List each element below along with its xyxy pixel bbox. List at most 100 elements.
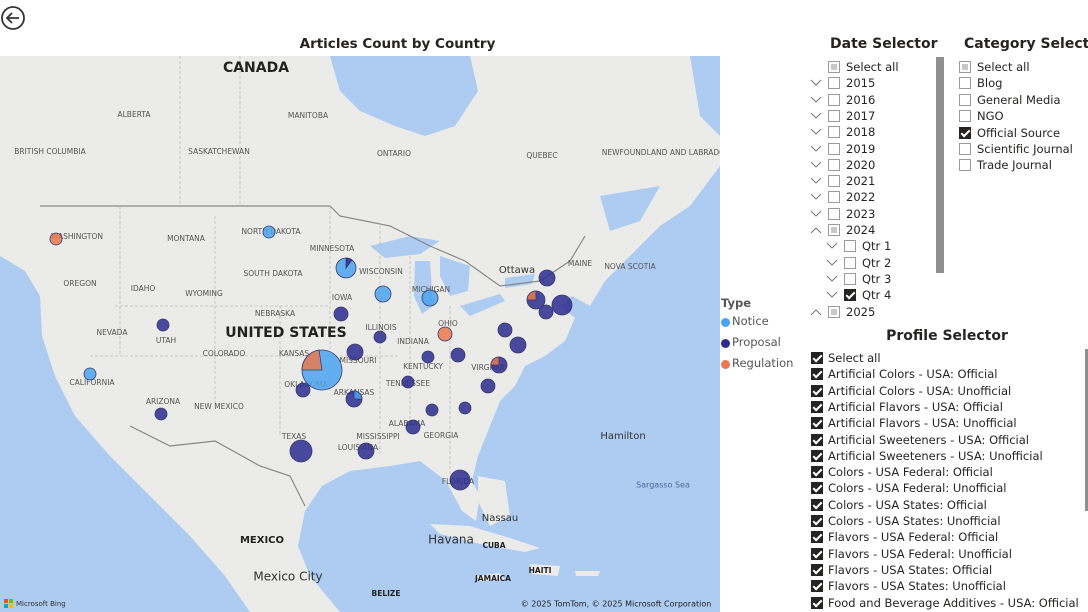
filter-item[interactable]: 2016 <box>846 92 876 107</box>
filter-item[interactable]: Flavors - USA Federal: Unofficial <box>828 546 1012 561</box>
filter-item[interactable]: Flavors - USA States: Unofficial <box>828 579 1006 594</box>
expand-chevron[interactable] <box>810 112 822 120</box>
filter-item[interactable]: Artificial Colors - USA: Official <box>828 367 998 382</box>
expand-chevron[interactable] <box>810 226 822 234</box>
map-bubble[interactable] <box>83 367 97 381</box>
filter-item[interactable]: Qtr 4 <box>862 288 892 303</box>
filter-item[interactable]: Artificial Sweeteners - USA: Unofficial <box>828 448 1043 463</box>
filter-item[interactable]: Scientific Journal <box>977 142 1073 156</box>
filter-item[interactable]: 2017 <box>846 108 876 123</box>
map-bubble[interactable] <box>458 401 472 415</box>
checkbox[interactable] <box>811 596 823 609</box>
checkbox[interactable] <box>828 207 840 220</box>
checkbox[interactable] <box>811 563 823 576</box>
filter-item[interactable]: Artificial Flavors - USA: Official <box>828 399 1003 414</box>
map-bubble[interactable] <box>401 375 415 389</box>
filter-item[interactable]: Food and Beverage Additives - USA: Offic… <box>828 595 1079 610</box>
checkbox[interactable] <box>828 142 840 155</box>
checkbox[interactable] <box>811 368 823 381</box>
map-bubble[interactable] <box>421 350 435 364</box>
map-bubble[interactable] <box>425 403 439 417</box>
checkbox[interactable] <box>959 159 971 172</box>
expand-chevron[interactable] <box>810 96 822 104</box>
filter-item[interactable]: Flavors - USA Federal: Official <box>828 530 999 545</box>
expand-chevron[interactable] <box>810 210 822 218</box>
expand-chevron[interactable] <box>810 128 822 136</box>
filter-item[interactable]: Colors - USA Federal: Official <box>828 465 993 480</box>
map-bubble[interactable] <box>449 469 471 491</box>
map-bubble[interactable] <box>289 439 313 463</box>
filter-item[interactable]: 2022 <box>846 190 876 205</box>
map-bubble[interactable] <box>373 330 387 344</box>
map-bubble[interactable] <box>551 294 573 316</box>
checkbox[interactable] <box>811 417 823 430</box>
legend-label[interactable]: Proposal <box>732 335 781 349</box>
map-bubble[interactable] <box>49 232 63 246</box>
map-bubble[interactable] <box>437 326 453 342</box>
expand-chevron[interactable] <box>810 308 822 316</box>
map-bubble[interactable] <box>509 336 527 354</box>
legend-label[interactable]: Regulation <box>732 356 794 370</box>
checkbox[interactable] <box>811 433 823 446</box>
map-bubble[interactable] <box>154 407 168 421</box>
checkbox[interactable] <box>844 272 856 285</box>
map-bubble[interactable] <box>156 318 170 332</box>
checkbox[interactable] <box>959 93 971 106</box>
checkbox[interactable] <box>828 93 840 106</box>
checkbox[interactable] <box>811 352 823 364</box>
back-button[interactable] <box>1 6 27 32</box>
map-bubble[interactable] <box>480 378 496 394</box>
filter-item[interactable]: Artificial Colors - USA: Unofficial <box>828 383 1012 398</box>
checkbox[interactable] <box>811 547 823 560</box>
checkbox[interactable] <box>844 240 856 253</box>
filter-item[interactable]: Colors - USA Federal: Unofficial <box>828 481 1007 496</box>
filter-item[interactable]: Official Source <box>977 125 1061 140</box>
checkbox[interactable] <box>811 580 823 593</box>
legend-label[interactable]: Notice <box>732 314 769 328</box>
filter-item[interactable]: Blog <box>977 76 1003 91</box>
checkbox[interactable] <box>811 482 823 495</box>
checkbox[interactable] <box>811 466 823 479</box>
checkbox[interactable] <box>959 77 971 90</box>
map-bubble[interactable] <box>497 322 513 338</box>
filter-item[interactable]: 2024 <box>846 223 876 237</box>
filter-item[interactable]: 2018 <box>846 125 876 140</box>
checkbox[interactable] <box>959 110 971 123</box>
expand-chevron[interactable] <box>810 177 822 185</box>
checkbox[interactable] <box>828 191 840 204</box>
filter-item[interactable]: Select all <box>977 60 1030 74</box>
checkbox[interactable] <box>811 498 823 511</box>
filter-item[interactable]: 2021 <box>846 174 876 189</box>
filter-item[interactable]: Select all <box>828 351 881 365</box>
filter-item[interactable]: 2020 <box>846 157 876 172</box>
checkbox[interactable] <box>959 126 971 139</box>
map-bubble[interactable] <box>538 304 554 320</box>
checkbox[interactable] <box>828 126 840 139</box>
expand-chevron[interactable] <box>826 291 838 299</box>
map-bubble[interactable] <box>295 382 311 398</box>
checkbox[interactable] <box>828 175 840 188</box>
expand-chevron[interactable] <box>810 193 822 201</box>
map-bubble[interactable] <box>538 269 556 287</box>
filter-item[interactable]: Trade Journal <box>977 158 1052 173</box>
map-bubble[interactable] <box>421 289 439 307</box>
checkbox[interactable] <box>844 289 856 302</box>
checkbox[interactable] <box>828 224 840 236</box>
map-bubble[interactable] <box>405 419 421 435</box>
checkbox[interactable] <box>828 305 840 318</box>
checkbox[interactable] <box>811 400 823 413</box>
expand-chevron[interactable] <box>810 145 822 153</box>
checkbox[interactable] <box>959 143 971 155</box>
checkbox[interactable] <box>828 77 840 90</box>
checkbox[interactable] <box>811 384 823 397</box>
map-bubble[interactable] <box>374 285 392 303</box>
filter-item[interactable]: Qtr 1 <box>862 239 892 254</box>
scrollbar[interactable] <box>936 57 944 273</box>
map-bubble[interactable] <box>450 347 466 363</box>
filter-item[interactable]: 2023 <box>846 206 876 221</box>
filter-item[interactable]: Colors - USA States: Unofficial <box>828 514 1001 528</box>
map-bubble[interactable] <box>262 225 276 239</box>
checkbox[interactable] <box>828 158 840 171</box>
filter-item[interactable]: Artificial Flavors - USA: Unofficial <box>828 416 1017 431</box>
filter-item[interactable]: 2015 <box>846 76 876 91</box>
